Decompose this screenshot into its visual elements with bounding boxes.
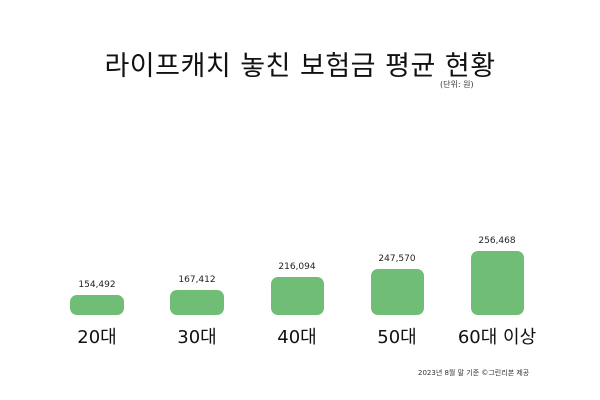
category-label-40s: 40대 [277,327,317,348]
category-label-50s: 50대 [377,327,417,348]
category-label-20s: 20대 [77,327,117,348]
category-label-60s-plus: 60대 이상 [457,327,537,348]
value-label-40s: 216,094 [278,262,316,272]
bar-40s [271,277,324,315]
value-label-30s: 167,412 [178,275,216,285]
source-note: 2023년 8월 말 기준 ©그린리본 제공 [418,369,530,377]
bar-20s [70,295,124,315]
value-label-20s: 154,492 [78,280,116,290]
unit-label: (단위: 원) [440,80,474,89]
value-label-60s-plus: 256,468 [478,236,516,246]
bar-50s [371,269,424,315]
value-label-50s: 247,570 [378,254,416,264]
bar-30s [170,290,224,315]
chart-title: 라이프캐치 놓친 보험금 평균 현황 [104,51,496,82]
category-label-30s: 30대 [177,327,217,348]
bar-60s-plus [471,251,524,315]
